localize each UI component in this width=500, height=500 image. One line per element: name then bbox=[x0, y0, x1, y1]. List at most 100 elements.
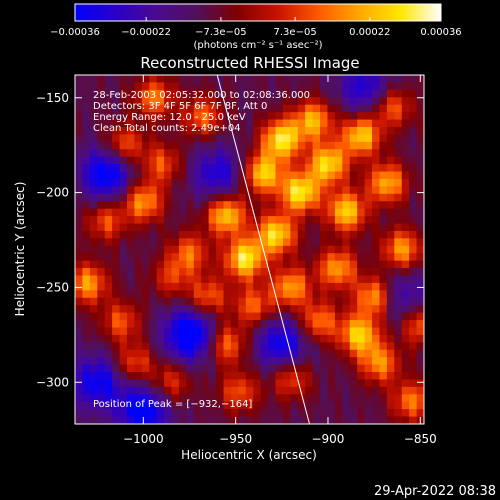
heatmap-cell bbox=[297, 305, 306, 314]
heatmap-cell bbox=[75, 268, 84, 277]
heatmap-cell bbox=[275, 164, 284, 173]
heatmap-cell bbox=[372, 334, 381, 343]
heatmap-cell bbox=[112, 275, 121, 284]
heatmap-cell bbox=[349, 268, 358, 277]
heatmap-cell bbox=[238, 82, 247, 91]
heatmap-cell bbox=[401, 230, 410, 239]
heatmap-cell bbox=[409, 201, 418, 210]
heatmap-cell bbox=[386, 112, 395, 121]
heatmap-cell bbox=[409, 193, 418, 202]
heatmap-cell bbox=[141, 186, 150, 195]
heatmap-cell bbox=[97, 119, 106, 128]
heatmap-cell bbox=[386, 401, 395, 410]
heatmap-cell bbox=[216, 216, 225, 225]
heatmap-cell bbox=[364, 386, 373, 395]
heatmap-cell bbox=[82, 297, 91, 306]
heatmap-cell bbox=[141, 119, 150, 128]
heatmap-cell bbox=[260, 290, 269, 299]
heatmap-cell bbox=[119, 290, 128, 299]
heatmap-cell bbox=[216, 320, 225, 329]
heatmap-cell bbox=[327, 82, 336, 91]
heatmap-cell bbox=[409, 89, 418, 98]
heatmap-cell bbox=[178, 386, 187, 395]
heatmap-cell bbox=[305, 320, 314, 329]
heatmap-cell bbox=[342, 268, 351, 277]
heatmap-cell bbox=[141, 156, 150, 165]
heatmap-cell bbox=[357, 238, 366, 247]
heatmap-cell bbox=[379, 416, 388, 424]
heatmap-cell bbox=[282, 141, 291, 150]
heatmap-cell bbox=[97, 290, 106, 299]
heatmap-cell bbox=[89, 297, 98, 306]
heatmap-cell bbox=[394, 112, 403, 121]
heatmap-cell bbox=[253, 416, 262, 424]
heatmap-cell bbox=[216, 164, 225, 173]
heatmap-cell bbox=[379, 379, 388, 388]
heatmap-cell bbox=[201, 416, 210, 424]
heatmap-cell bbox=[126, 104, 136, 113]
heatmap-cell bbox=[342, 334, 351, 343]
heatmap-cell bbox=[357, 253, 366, 262]
heatmap-cell bbox=[82, 82, 91, 91]
heatmap-cell bbox=[97, 75, 106, 84]
heatmap-cell bbox=[119, 223, 128, 232]
annotation-time-range: 28-Feb-2003 02:05:32.000 to 02:08:36.000 bbox=[93, 90, 310, 101]
heatmap-cell bbox=[334, 268, 343, 277]
heatmap-cell bbox=[312, 416, 321, 424]
heatmap-cell bbox=[349, 97, 358, 106]
heatmap-cell bbox=[342, 245, 351, 254]
heatmap-cell bbox=[75, 208, 84, 217]
heatmap-cell bbox=[89, 201, 98, 210]
heatmap-cell bbox=[401, 82, 410, 91]
heatmap-cell bbox=[372, 230, 381, 239]
heatmap-cell bbox=[372, 275, 381, 284]
heatmap-cell bbox=[364, 290, 373, 299]
heatmap-cell bbox=[119, 104, 128, 113]
heatmap-cell bbox=[305, 312, 314, 321]
heatmap-cell bbox=[75, 178, 84, 187]
heatmap-cell bbox=[282, 238, 291, 247]
heatmap-cell bbox=[164, 327, 173, 336]
heatmap-cell bbox=[134, 112, 143, 121]
heatmap-cell bbox=[178, 253, 187, 262]
heatmap-cell bbox=[141, 75, 150, 84]
heatmap-cell bbox=[394, 327, 403, 336]
heatmap-cell bbox=[201, 372, 210, 381]
heatmap-cell bbox=[126, 238, 136, 247]
heatmap-cell bbox=[409, 416, 418, 424]
heatmap-cell bbox=[320, 171, 329, 180]
heatmap-cell bbox=[97, 320, 106, 329]
heatmap-cell bbox=[164, 275, 173, 284]
heatmap-cell bbox=[357, 141, 366, 150]
heatmap-cell bbox=[327, 372, 336, 381]
heatmap-cell bbox=[126, 134, 136, 143]
heatmap-cell bbox=[141, 201, 150, 210]
heatmap-cell bbox=[334, 312, 343, 321]
heatmap-cell bbox=[349, 372, 358, 381]
heatmap-cell bbox=[134, 275, 143, 284]
heatmap-cell bbox=[357, 97, 366, 106]
heatmap-cell bbox=[305, 372, 314, 381]
heatmap-cell bbox=[357, 126, 366, 136]
heatmap-cell bbox=[364, 104, 373, 113]
heatmap-cell bbox=[349, 275, 358, 284]
heatmap-cell bbox=[268, 75, 277, 84]
heatmap-cell bbox=[178, 104, 187, 113]
heatmap-cell bbox=[134, 208, 143, 217]
heatmap-cell bbox=[312, 134, 321, 143]
heatmap-cell bbox=[230, 379, 239, 388]
heatmap-cell bbox=[186, 364, 195, 373]
heatmap-cell bbox=[320, 409, 329, 418]
heatmap-cell bbox=[171, 126, 180, 136]
heatmap-cell bbox=[349, 193, 358, 202]
heatmap-cell bbox=[178, 112, 187, 121]
heatmap-cell bbox=[372, 312, 381, 321]
heatmap-cell bbox=[193, 386, 202, 395]
heatmap-cell bbox=[201, 305, 210, 314]
heatmap-cell bbox=[401, 75, 410, 84]
heatmap-cell bbox=[260, 126, 269, 136]
heatmap-cell bbox=[327, 104, 336, 113]
heatmap-cell bbox=[297, 349, 306, 358]
heatmap-cell bbox=[409, 178, 418, 187]
heatmap-cell bbox=[186, 268, 195, 277]
